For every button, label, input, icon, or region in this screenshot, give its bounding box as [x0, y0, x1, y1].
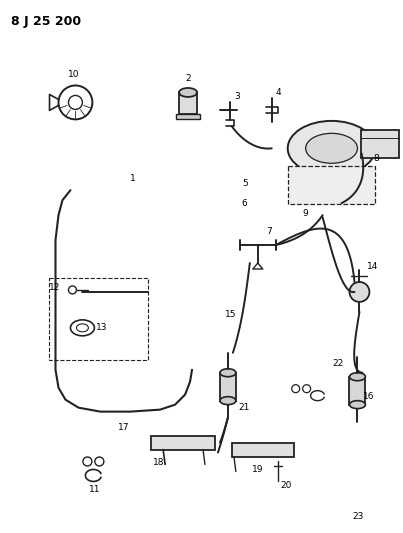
Ellipse shape: [220, 369, 236, 377]
Text: 12: 12: [48, 284, 60, 293]
Text: 10: 10: [67, 70, 79, 79]
Text: 18: 18: [153, 458, 165, 467]
Text: 15: 15: [225, 310, 237, 319]
Ellipse shape: [305, 133, 357, 163]
Text: 4: 4: [276, 88, 281, 97]
Text: 7: 7: [266, 227, 272, 236]
Text: 19: 19: [252, 465, 263, 474]
Text: 14: 14: [368, 262, 379, 271]
Ellipse shape: [349, 373, 366, 381]
Bar: [232, 442, 294, 456]
Bar: [179, 92, 197, 115]
Bar: [288, 166, 376, 204]
Text: 21: 21: [238, 403, 249, 412]
Bar: [176, 115, 200, 119]
Text: 8: 8: [374, 154, 379, 163]
Text: 20: 20: [281, 481, 292, 490]
Text: 1: 1: [130, 174, 136, 183]
Bar: [220, 373, 236, 401]
Text: 16: 16: [364, 392, 375, 401]
Ellipse shape: [179, 88, 197, 97]
Ellipse shape: [220, 397, 236, 405]
Text: 17: 17: [118, 423, 130, 432]
Bar: [361, 131, 399, 158]
Ellipse shape: [349, 401, 366, 409]
Text: 5: 5: [242, 179, 247, 188]
Text: 23: 23: [353, 512, 364, 521]
Bar: [48, 278, 148, 360]
Text: 3: 3: [234, 92, 240, 101]
Bar: [349, 377, 366, 405]
Text: 8 J 25 200: 8 J 25 200: [10, 15, 81, 28]
Text: 6: 6: [242, 199, 247, 208]
Text: 11: 11: [89, 485, 101, 494]
Text: 2: 2: [185, 74, 191, 83]
Text: 13: 13: [96, 324, 108, 333]
Text: 9: 9: [303, 208, 308, 217]
Text: 22: 22: [332, 359, 344, 368]
Circle shape: [349, 282, 370, 302]
Bar: [151, 435, 215, 449]
Ellipse shape: [288, 121, 376, 176]
